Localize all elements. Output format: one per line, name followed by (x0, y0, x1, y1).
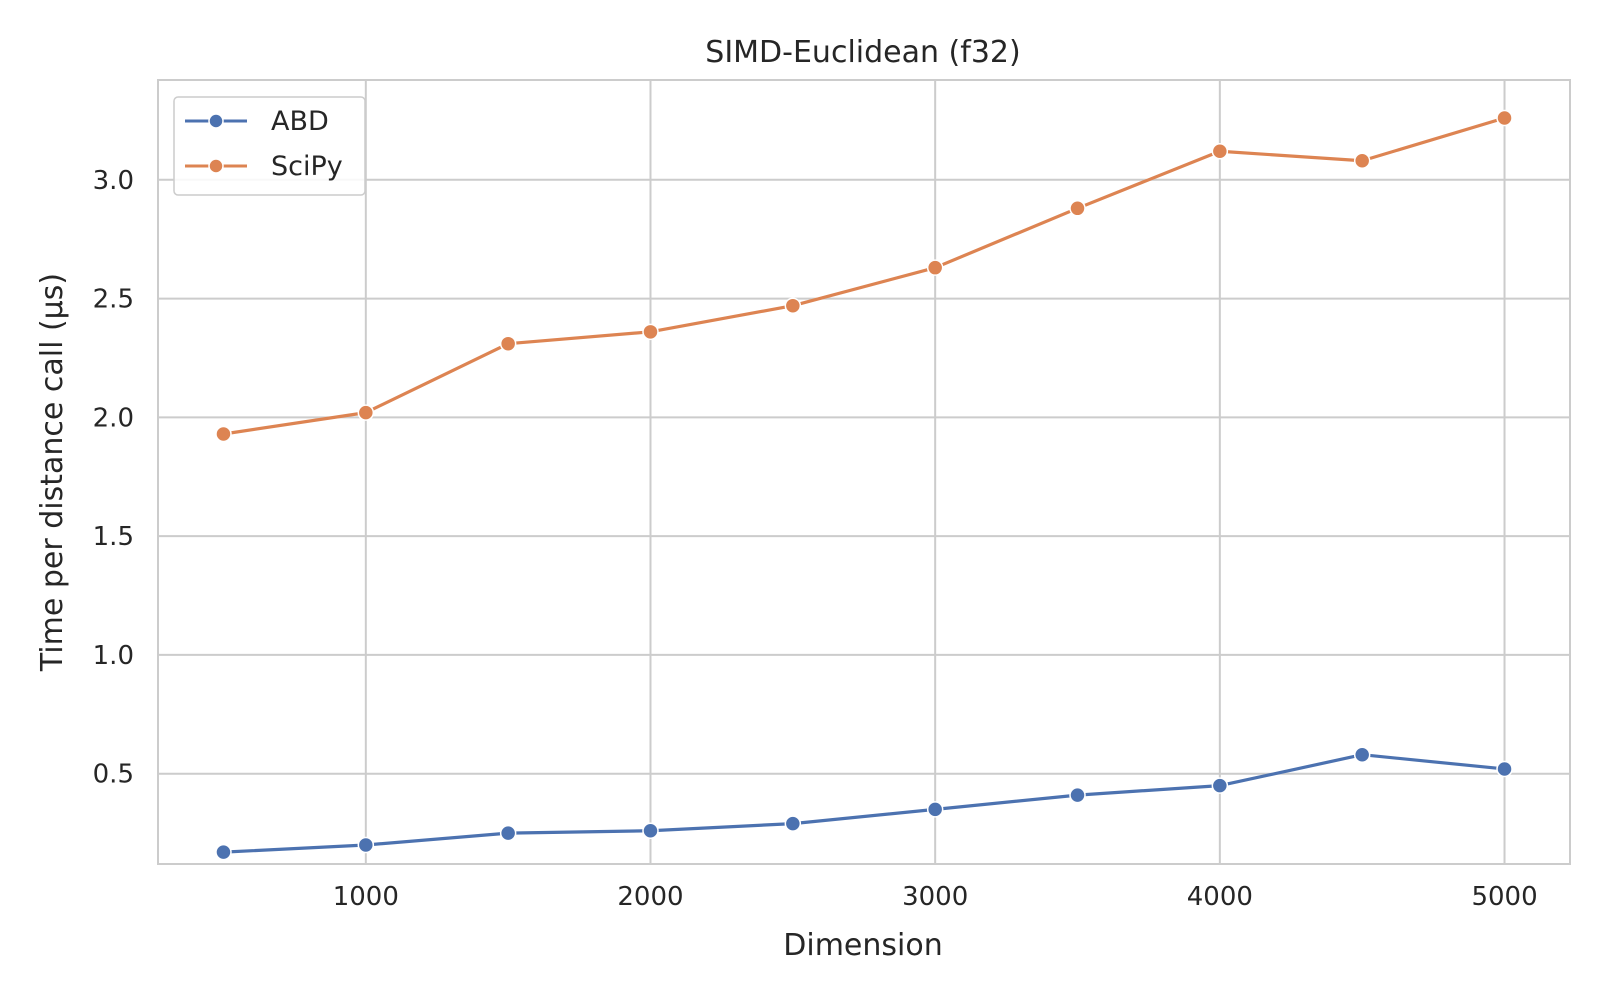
data-point-scipy (1496, 109, 1513, 127)
data-point-scipy (642, 323, 659, 341)
data-point-abd (1069, 786, 1086, 804)
data-point-abd (357, 836, 375, 854)
y-tick-label: 0.5 (93, 760, 134, 790)
data-point-abd (215, 843, 232, 861)
legend: ABD SciPy (173, 96, 366, 196)
data-point-abd (784, 815, 802, 832)
x-tick-label: 4000 (1187, 882, 1253, 912)
x-tick-label: 2000 (617, 882, 683, 912)
y-tick-label: 3.0 (93, 166, 134, 196)
data-point-scipy (1069, 200, 1086, 217)
data-point-abd (1211, 777, 1229, 794)
x-axis-title: Dimension (783, 928, 942, 963)
data-point-abd (499, 824, 517, 842)
legend-marker-abd (208, 113, 224, 129)
x-tick-label: 5000 (1471, 882, 1537, 912)
data-point-scipy (499, 335, 517, 352)
y-axis-title: Time per distance call (µs) (35, 273, 70, 672)
data-point-scipy (1353, 152, 1371, 170)
data-point-scipy (784, 297, 802, 314)
data-point-abd (642, 822, 659, 839)
legend-marker-scipy (208, 158, 224, 174)
data-point-scipy (357, 404, 375, 421)
series-abd (215, 746, 1513, 861)
data-point-abd (1353, 746, 1371, 763)
series-scipy (215, 109, 1513, 443)
plot-frame (157, 79, 1571, 865)
legend-item-abd: ABD (185, 106, 329, 137)
tick-labels: 1000 2000 3000 4000 5000 0.5 1.0 1.5 2.0 2.5 3.0 (93, 166, 1538, 912)
legend-label-abd: ABD (271, 106, 329, 137)
data-point-scipy (926, 259, 944, 276)
x-tick-label: 3000 (902, 882, 968, 912)
y-tick-label: 1.5 (93, 522, 134, 552)
series-lines (215, 109, 1513, 861)
grid-lines (158, 80, 1570, 864)
y-tick-label: 1.0 (93, 641, 134, 671)
data-point-abd (926, 801, 944, 818)
data-point-scipy (1211, 143, 1229, 160)
legend-label-scipy: SciPy (271, 151, 343, 182)
data-point-abd (1496, 760, 1513, 778)
series-line-scipy (221, 116, 1507, 436)
y-tick-label: 2.5 (93, 285, 134, 315)
y-tick-label: 2.0 (93, 403, 134, 433)
series-line-abd (221, 753, 1507, 854)
chart-title: SIMD-Euclidean (f32) (705, 35, 1020, 70)
data-point-scipy (215, 425, 232, 443)
legend-item-scipy: SciPy (185, 151, 343, 182)
x-tick-label: 1000 (333, 882, 399, 912)
